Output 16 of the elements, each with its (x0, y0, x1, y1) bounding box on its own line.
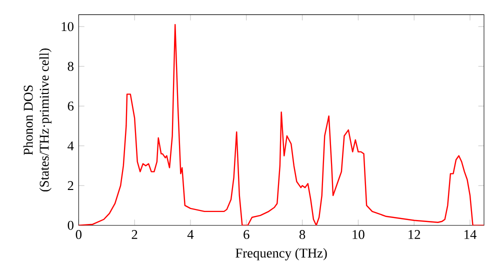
y-tick-label: 8 (68, 62, 74, 71)
x-tick-label: 0 (76, 230, 82, 240)
y-axis-title: Phonon DOS (States/THz·primitive cell) (23, 48, 52, 192)
x-tick-label: 6 (244, 230, 250, 239)
y-tick-label: 2 (68, 181, 74, 190)
y-tick-label: 0 (68, 220, 74, 230)
x-tick-label: 10 (352, 230, 364, 240)
x-tick-label: 8 (299, 230, 306, 240)
y-tick-label: 4 (68, 141, 74, 150)
x-tick-label: 2 (132, 230, 138, 239)
x-tick-label: 12 (408, 230, 420, 239)
y-tick-label: 10 (62, 22, 74, 32)
x-axis-title: Frequency (THz) (236, 248, 327, 260)
x-tick-label: 14 (464, 230, 476, 239)
y-tick-label: 6 (68, 102, 74, 111)
x-tick-label: 4 (187, 230, 194, 239)
